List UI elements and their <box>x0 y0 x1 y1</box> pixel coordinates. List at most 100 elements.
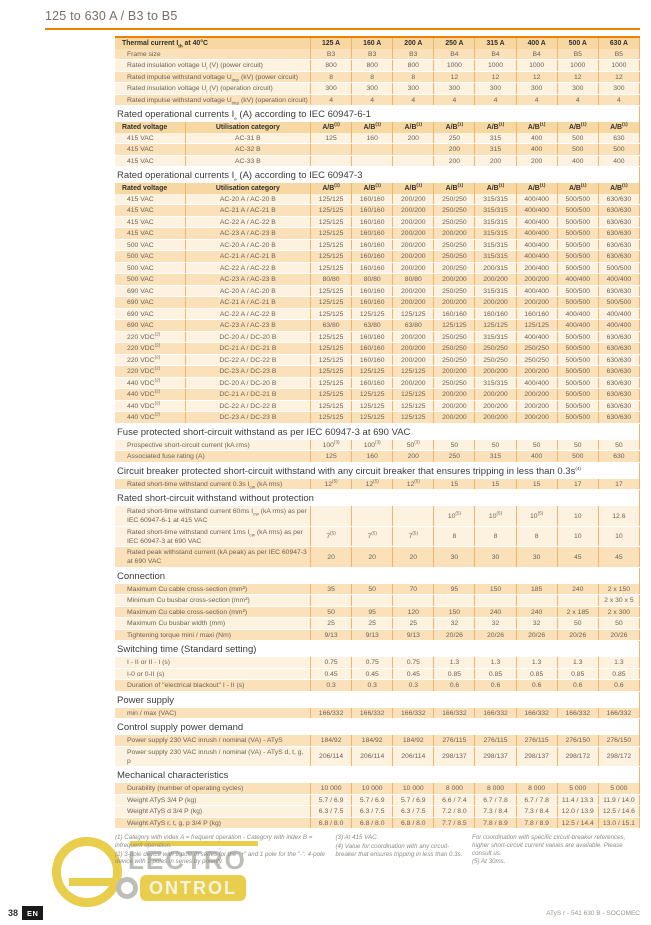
value-cell: 400 <box>556 155 599 167</box>
row-category: AC-21 A / AC-21 B <box>184 204 311 217</box>
watermark-top-bar <box>130 841 258 846</box>
value-cell: 200/200 <box>392 227 434 240</box>
value-cell: 20 <box>310 546 352 568</box>
table-row: 690 VAC AC-21 A / AC-21 B 125/125 160/160 20… <box>115 296 640 309</box>
value-cell: 400/400 <box>515 377 558 389</box>
value-cell: B3 <box>392 48 434 60</box>
value-cell: 500 <box>556 143 599 156</box>
value-cell: 200 <box>515 155 558 167</box>
value-cell: 6.8 / 8.0 <box>392 817 434 829</box>
value-cell: 10 <box>597 526 640 547</box>
table-row: min / max (VAC) 166/332 166/332 166/332 166/… <box>115 707 640 719</box>
section-title-row: Rated operational currents Ie (A) accord… <box>115 166 640 183</box>
row-label: Rated short-time withstand current 60ms … <box>115 506 311 527</box>
value-cell: 125/125 <box>310 400 352 412</box>
value-cell: 32 <box>515 617 558 630</box>
value-cell: B5 <box>597 48 640 60</box>
section-title-row: Rated operational currents Ie (A) accord… <box>115 105 640 122</box>
value-cell: 276/115 <box>515 735 558 747</box>
value-cell: 315/315 <box>474 250 517 263</box>
value-cell: 20 <box>351 546 393 568</box>
column-header-ab: A/B(1) <box>433 183 475 194</box>
table-row: Rated impulse withstand voltage Uimp (kV… <box>115 71 640 83</box>
table-row: Weight ATyS 3/4 P (kg) 5.7 / 6.9 5.7 / 6.9… <box>115 794 640 806</box>
value-cell: 80/80 <box>392 273 434 286</box>
value-cell: 35 <box>310 583 352 595</box>
row-label: Frame size <box>115 48 311 60</box>
table-row: Rated insulation voltage Ui (V) (power c… <box>115 59 640 72</box>
value-cell <box>310 506 352 527</box>
value-cell: 400/400 <box>515 216 558 228</box>
value-cell: 500/500 <box>556 296 599 309</box>
column-header: 630 A <box>597 37 640 49</box>
row-label: Tightening torque mini / maxi (Nm) <box>115 629 311 641</box>
value-cell: 300 <box>597 82 640 95</box>
value-cell: 160/160 <box>351 377 393 389</box>
value-cell: 11.9 / 14.0 <box>597 794 640 806</box>
value-cell: 4 <box>515 94 558 106</box>
value-cell: 185 <box>515 583 558 595</box>
value-cell: 250/250 <box>515 354 558 366</box>
value-cell: 630/630 <box>597 227 640 240</box>
value-cell: 10 <box>556 506 599 527</box>
value-cell: 500/500 <box>556 400 599 412</box>
value-cell: 30 <box>433 546 475 568</box>
value-cell: 8 <box>392 71 434 83</box>
value-cell: 8 <box>433 526 475 547</box>
section-title: Fuse protected short-circuit withstand a… <box>115 423 640 440</box>
value-cell: 125/125 <box>310 204 352 217</box>
table-row: 440 VDC(2) DC-22 A / DC-22 B 125/125 125/12… <box>115 400 640 412</box>
page-footer: 38 EN ATyS r - 541 630 B - SOCOMEC <box>8 906 640 920</box>
value-cell: 400/400 <box>515 331 558 343</box>
table-row: Associated fuse rating (A) 125 160 200 250 31… <box>115 450 640 463</box>
value-cell: 160/160 <box>351 354 393 366</box>
value-cell: 250/250 <box>433 204 475 217</box>
value-cell: 200/200 <box>433 365 475 378</box>
value-cell: 630 <box>597 132 640 144</box>
value-cell: 200/200 <box>433 296 475 309</box>
row-label: Prospective short-circuit current (kA rm… <box>115 439 311 451</box>
value-cell: 630/630 <box>597 411 640 424</box>
value-cell: 250/250 <box>474 342 517 355</box>
value-cell: 200/200 <box>474 400 517 412</box>
row-category: AC-23 A / AC-23 B <box>184 227 311 240</box>
value-cell: 1.3 <box>515 657 558 669</box>
value-cell: 200/400 <box>515 262 558 274</box>
row-label: 440 VDC(2) <box>115 400 186 412</box>
row-label: Maximum Cu cable cross-section (mm²) <box>115 606 311 618</box>
value-cell <box>515 594 558 607</box>
row-category: AC-20 A / AC-20 B <box>184 193 311 205</box>
table-row: 415 VAC AC-22 A / AC-22 B 125/125 160/160 20… <box>115 216 640 228</box>
row-label: Maximum Cu cable cross-section (mm²) <box>115 583 311 595</box>
section-title: Rated operational currents Ie (A) accord… <box>115 166 640 183</box>
row-label: 415 VAC <box>115 193 186 205</box>
value-cell: 2 x 300 <box>597 606 640 618</box>
document-reference: ATyS r - 541 630 B - SOCOMEC <box>546 909 640 917</box>
value-cell: 0.85 <box>433 668 475 680</box>
table-row: Frame size B3 B3 B3 B4 B4 B4 B5 B5 <box>115 48 640 60</box>
value-cell: 166/332 <box>433 707 475 719</box>
row-category: DC-23 A / DC-23 B <box>184 365 311 378</box>
section-title: Mechanical characteristics <box>115 766 640 783</box>
value-cell: 250/250 <box>515 342 558 355</box>
section-title: Rated short-circuit withstand without pr… <box>115 489 640 506</box>
row-label: 500 VAC <box>115 250 186 263</box>
value-cell: 500 <box>597 143 640 156</box>
row-label: 220 VDC(2) <box>115 365 186 378</box>
value-cell: 17 <box>556 478 599 490</box>
column-header: 160 A <box>351 37 393 49</box>
row-label: 220 VDC(2) <box>115 354 186 366</box>
value-cell: 250 <box>433 132 475 144</box>
table-row: Weight ATyS r, t, g, p 3/4 P (kg) 6.8 / 8… <box>115 817 640 829</box>
column-header: 125 A <box>310 37 352 49</box>
page-number: 38 <box>8 908 19 918</box>
value-cell: 125/125 <box>310 227 352 240</box>
row-label: 500 VAC <box>115 262 186 274</box>
value-cell: 125/125 <box>392 400 434 412</box>
value-cell: 12 <box>515 71 558 83</box>
value-cell: B3 <box>351 48 393 60</box>
row-label: 415 VAC <box>115 132 186 144</box>
value-cell <box>392 143 434 156</box>
value-cell: 25 <box>392 617 434 630</box>
value-cell: 166/332 <box>474 707 517 719</box>
